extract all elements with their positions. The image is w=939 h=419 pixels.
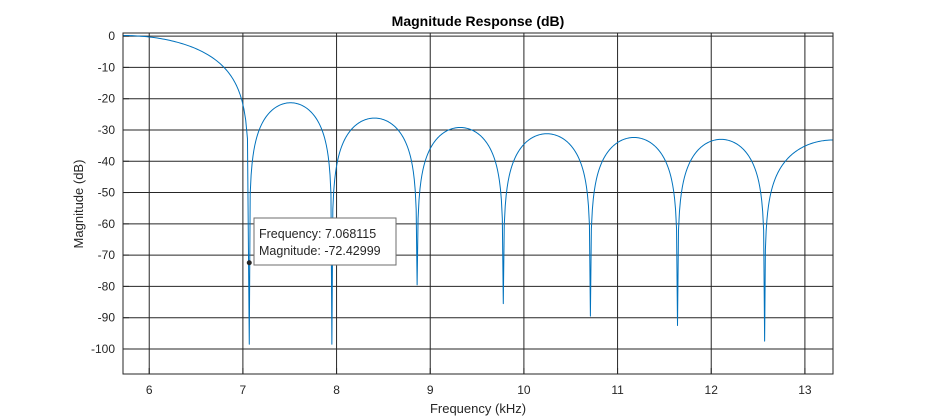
- y-axis-ticks: 0 -10 -20 -30 -40 -50 -60 -70 -80 -90 -100: [91, 29, 129, 356]
- datatip-marker[interactable]: [246, 260, 252, 266]
- magnitude-curve-group: [122, 35, 834, 345]
- datatip[interactable]: Frequency: 7.068115 Magnitude: -72.42999: [246, 217, 397, 266]
- plot-area[interactable]: [123, 33, 833, 374]
- x-tick-label: 7: [240, 383, 247, 397]
- grid-lines: [123, 33, 833, 374]
- x-tick-label: 9: [427, 383, 434, 397]
- x-tick-label: 12: [705, 383, 719, 397]
- y-tick-label: -40: [98, 154, 116, 168]
- y-tick-label: -60: [98, 217, 116, 231]
- magnitude-series-line[interactable]: [122, 35, 834, 345]
- plot-frame: [122, 32, 834, 375]
- datatip-magnitude-text: Magnitude: -72.42999: [259, 244, 381, 258]
- y-axis-label: Magnitude (dB): [71, 160, 86, 249]
- x-axis-ticks: 6 7 8 9 10 11 12 13: [146, 368, 812, 397]
- y-tick-label: -100: [91, 342, 115, 356]
- y-tick-label: -10: [98, 60, 116, 74]
- y-tick-label: -80: [98, 279, 116, 293]
- y-tick-label: -50: [98, 186, 116, 200]
- x-tick-label: 8: [333, 383, 340, 397]
- y-tick-label: -90: [98, 311, 116, 325]
- y-tick-label: -70: [98, 248, 116, 262]
- y-tick-label: 0: [108, 29, 115, 43]
- datatip-frequency-text: Frequency: 7.068115: [259, 227, 376, 241]
- y-tick-label: -20: [98, 92, 116, 106]
- x-tick-label: 10: [517, 383, 531, 397]
- datatip-box: [253, 217, 397, 266]
- x-tick-label: 6: [146, 383, 153, 397]
- chart-title: Magnitude Response (dB): [392, 13, 565, 29]
- x-tick-label: 11: [611, 383, 624, 397]
- x-axis-label: Frequency (kHz): [430, 401, 526, 416]
- y-tick-label: -30: [98, 123, 116, 137]
- x-tick-label: 13: [798, 383, 812, 397]
